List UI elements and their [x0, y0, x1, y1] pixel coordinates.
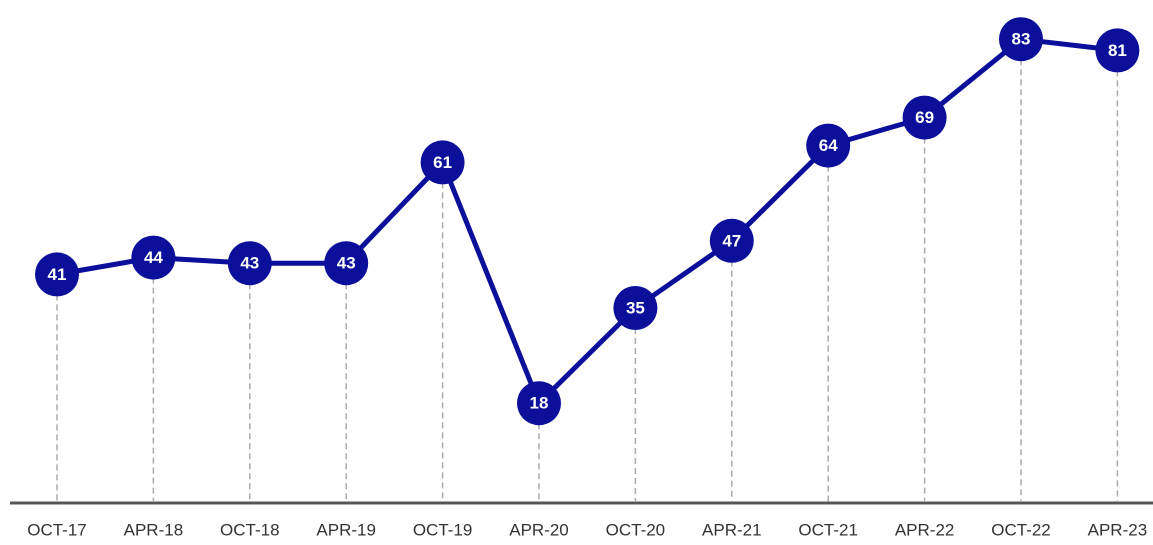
data-label: 61 — [433, 153, 452, 172]
marker — [517, 381, 561, 426]
data-label: 44 — [144, 248, 163, 267]
x-tick-label: OCT-20 — [606, 520, 666, 539]
data-label: 41 — [48, 265, 67, 284]
data-label: 43 — [240, 254, 259, 273]
marker — [902, 95, 947, 140]
data-label: 81 — [1108, 41, 1127, 60]
x-tick-label: OCT-17 — [27, 520, 87, 539]
data-label: 43 — [337, 254, 356, 273]
x-tick-label: APR-19 — [316, 520, 376, 539]
x-tick-label: APR-20 — [509, 520, 569, 539]
data-label: 18 — [530, 394, 549, 413]
data-label: 35 — [626, 298, 645, 317]
x-tick-label: OCT-18 — [220, 520, 280, 539]
marker — [35, 252, 79, 297]
data-label: 64 — [819, 136, 838, 155]
data-label: 69 — [915, 108, 934, 127]
x-tick-label: APR-18 — [124, 520, 184, 539]
x-tick-label: APR-22 — [895, 520, 955, 539]
x-tick-label: OCT-19 — [413, 520, 473, 539]
series-line — [56, 36, 1118, 406]
x-tick-label: OCT-21 — [798, 520, 858, 539]
marker — [999, 17, 1043, 62]
marker — [806, 123, 851, 168]
data-label: 83 — [1012, 30, 1031, 49]
marker — [709, 218, 754, 263]
marker — [1095, 28, 1140, 73]
marker — [613, 286, 658, 330]
data-label: 47 — [722, 231, 741, 250]
x-tick-label: OCT-22 — [991, 520, 1051, 539]
marker — [324, 241, 369, 286]
marker — [227, 241, 272, 286]
marker — [420, 140, 465, 185]
x-tick-label: APR-21 — [702, 520, 762, 539]
marker — [131, 235, 176, 280]
x-tick-label: APR-23 — [1088, 520, 1148, 539]
